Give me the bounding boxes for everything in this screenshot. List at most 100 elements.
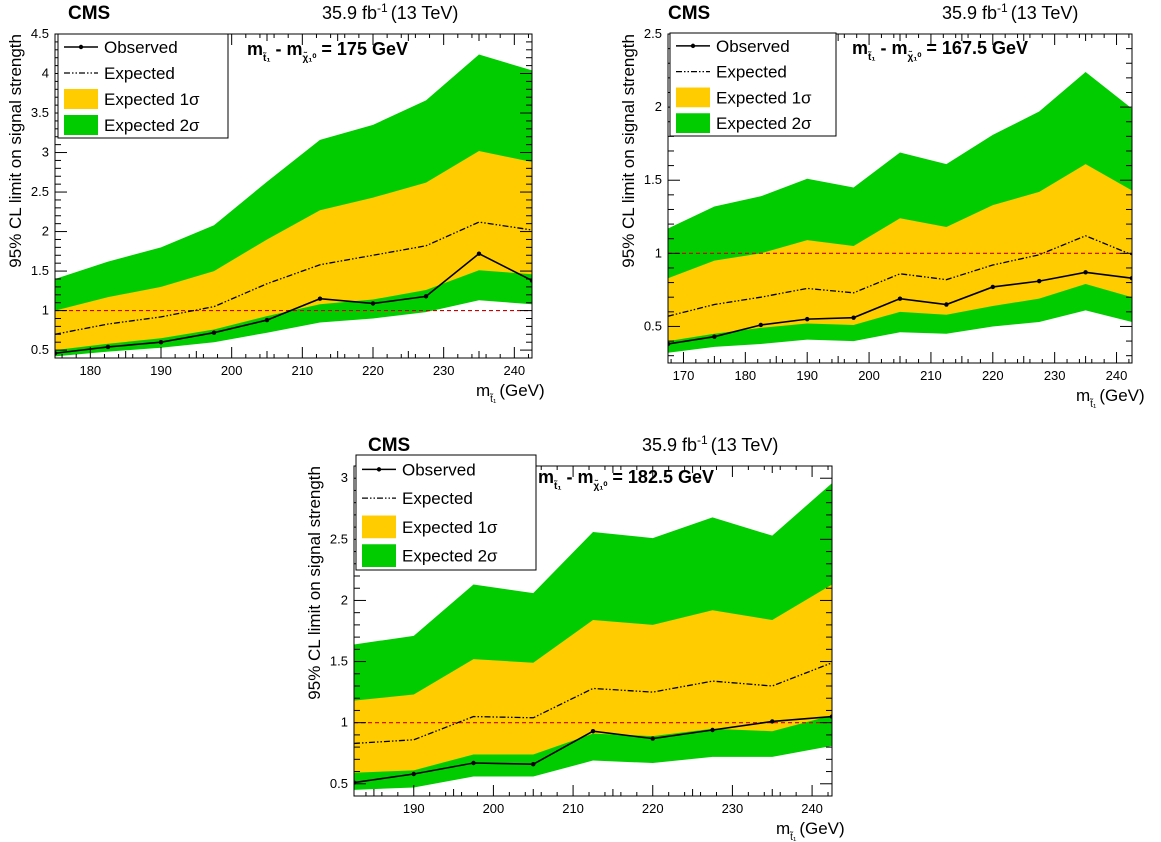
x-axis-subscript: t̃₁ xyxy=(1089,398,1097,410)
observed-point xyxy=(1129,275,1132,281)
expected-limit-line xyxy=(668,235,1132,317)
observed-point xyxy=(944,302,949,307)
legend: Observed Expected Expected 1σ Expected 2σ xyxy=(669,32,837,137)
x-tick-label: 230 xyxy=(433,363,455,378)
y-tick-label: 3 xyxy=(341,470,348,485)
x-axis-unit: (GeV) xyxy=(799,819,844,838)
observed-limit-line xyxy=(55,252,532,355)
plot-area xyxy=(55,54,532,357)
legend-label: Expected 2σ xyxy=(402,547,498,566)
limit-plot-175: 180 190 200 210 220 230 240 0.5 1 1.5 2 2.5 3 3.5 4 4.5… xyxy=(6,1,545,405)
legend-label: Expected xyxy=(402,489,473,508)
legend-label: Expected xyxy=(104,64,175,83)
x-axis-subscript: t̃₁ xyxy=(489,393,497,405)
mass-difference-value: 182.5 GeV xyxy=(628,467,714,487)
experiment-label: CMS xyxy=(668,3,710,24)
legend-label: Expected 2σ xyxy=(716,114,812,133)
legend-label: Expected 1σ xyxy=(402,518,498,537)
legend-2sigma-swatch xyxy=(64,115,98,135)
stop-mass-symbol: m xyxy=(247,39,263,59)
observed-point xyxy=(712,334,717,339)
x-axis-symbol: m xyxy=(1076,386,1090,405)
y-tick-label: 1.5 xyxy=(644,172,662,187)
y-tick-label: 0.5 xyxy=(644,318,662,333)
x-tick-label: 230 xyxy=(1044,368,1066,383)
y-tick-label: 2 xyxy=(42,224,49,239)
luminosity-label: 35.9 fb-1 (13 TeV) xyxy=(942,1,1078,23)
experiment-label: CMS xyxy=(68,3,110,24)
y-tick-label: 2.5 xyxy=(644,26,662,41)
y-tick-label: 2.5 xyxy=(330,531,348,546)
stop-mass-symbol: m xyxy=(852,38,868,58)
energy-label: (13 TeV) xyxy=(711,435,779,455)
stop-mass-symbol: m xyxy=(538,467,554,487)
observed-point xyxy=(668,341,671,347)
mass-difference-label: mt̃₁ - mχ̃₁⁰ = 182.5 GeV xyxy=(538,467,714,492)
x-axis-unit: (GeV) xyxy=(499,381,544,400)
equals-sign: = xyxy=(316,39,337,59)
stop-subscript: t̃₁ xyxy=(554,479,562,492)
x-axis-title: mt̃₁ (GeV) xyxy=(476,381,545,405)
x-tick-label: 240 xyxy=(503,363,525,378)
y-axis-title: 95% CL limit on signal strength xyxy=(619,34,638,268)
y-tick-label: 0.5 xyxy=(31,342,49,357)
legend-1sigma-swatch xyxy=(362,515,396,539)
luminosity-exponent: -1 xyxy=(997,1,1008,15)
neutralino-subscript: χ̃₁⁰ xyxy=(594,479,608,492)
mass-difference-label: mt̃₁ - mχ̃₁⁰ = 175 GeV xyxy=(247,39,408,64)
observed-point xyxy=(851,315,856,320)
legend: Observed Expected Expected 1σ Expected 2σ xyxy=(355,454,537,571)
observed-point xyxy=(105,344,111,350)
minus-sign: - m xyxy=(270,39,302,59)
x-tick-label: 190 xyxy=(150,363,172,378)
x-tick-label: 220 xyxy=(982,368,1004,383)
expected-limit-line xyxy=(354,662,832,745)
observed-point xyxy=(531,762,536,767)
x-axis-subscript: t̃₁ xyxy=(789,831,797,842)
legend-1sigma-swatch xyxy=(676,87,710,108)
observed-point xyxy=(158,339,164,345)
neutralino-subscript: χ̃₁⁰ xyxy=(908,50,922,63)
observed-point xyxy=(1037,278,1042,284)
luminosity-exponent: -1 xyxy=(697,433,708,447)
luminosity-value: 35.9 fb xyxy=(642,435,697,455)
x-tick-label: 240 xyxy=(1106,368,1128,383)
y-tick-label: 4 xyxy=(42,66,49,81)
observed-point xyxy=(423,294,429,299)
y-axis-title: 95% CL limit on signal strength xyxy=(6,34,25,268)
y-tick-label: 1 xyxy=(341,715,348,730)
legend-label: Expected xyxy=(716,63,787,82)
energy-label: (13 TeV) xyxy=(1011,3,1079,23)
observed-point xyxy=(55,351,58,356)
x-tick-label: 190 xyxy=(403,801,425,816)
plot-frame xyxy=(353,465,833,797)
observed-point xyxy=(471,760,476,766)
observed-point xyxy=(829,714,832,719)
observed-point xyxy=(990,284,995,290)
x-tick-label: 180 xyxy=(734,368,756,383)
y-tick-label: 2.5 xyxy=(31,184,49,199)
x-tick-label: 240 xyxy=(801,801,823,816)
observed-point xyxy=(1083,270,1088,275)
luminosity-label: 35.9 fb-1 (13 TeV) xyxy=(642,433,778,455)
x-tick-label: 220 xyxy=(642,801,664,816)
x-axis-unit: (GeV) xyxy=(1099,386,1144,405)
x-tick-label: 180 xyxy=(79,363,101,378)
x-tick-label: 190 xyxy=(796,368,818,383)
y-tick-label: 2 xyxy=(341,592,348,607)
observed-point xyxy=(758,322,763,328)
legend-label: Expected 2σ xyxy=(104,116,200,135)
legend-1sigma-swatch xyxy=(64,89,98,109)
legend-label: Observed xyxy=(104,38,178,57)
limit-plot-167-5: 170 180 190 200 210 220 230 240 0.5 1 1.5 2 2.5 95% C… xyxy=(619,1,1145,410)
legend-label: Expected 1σ xyxy=(716,88,812,107)
luminosity-value: 35.9 fb xyxy=(942,3,997,23)
x-axis-title: mt̃₁ (GeV) xyxy=(776,819,845,842)
x-tick-label: 230 xyxy=(722,801,744,816)
y-tick-label: 4.5 xyxy=(31,26,49,41)
mass-difference-value: 167.5 GeV xyxy=(942,38,1028,58)
observed-point xyxy=(710,727,715,733)
observed-point xyxy=(770,719,775,724)
y-tick-label: 3.5 xyxy=(31,105,49,120)
stop-subscript: t̃₁ xyxy=(868,50,876,63)
